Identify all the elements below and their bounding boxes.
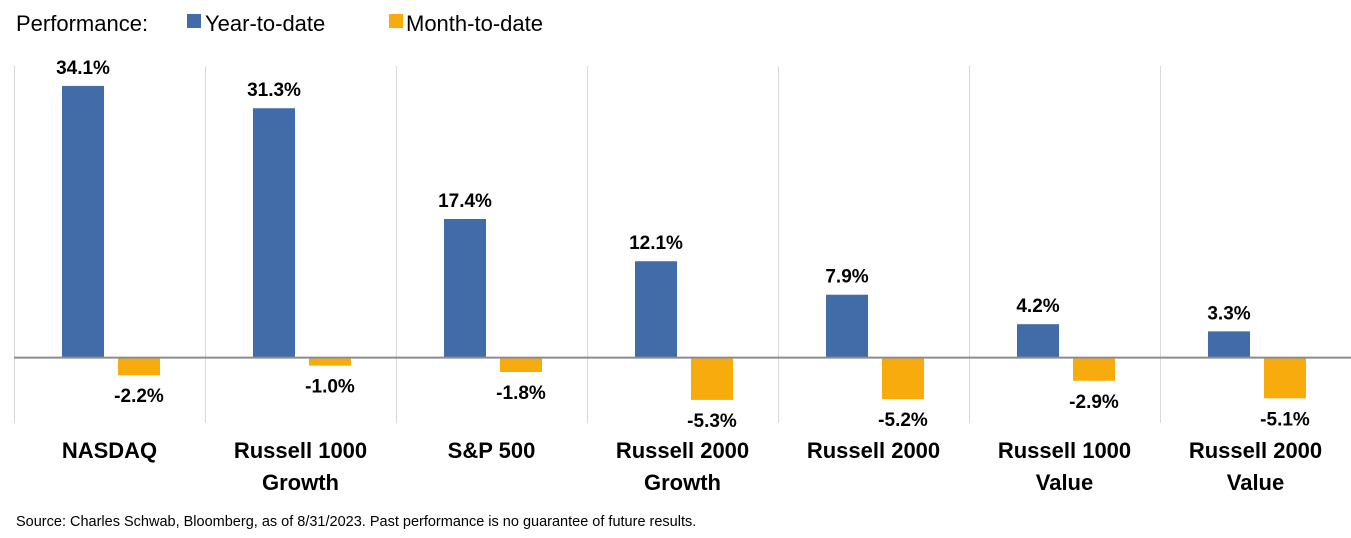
bar-month-to-date-s-p-500	[500, 357, 542, 372]
value-label-year-to-date-russell-2000-value: 3.3%	[1207, 303, 1250, 324]
category-label-russell-1000-value-line-1: Russell 1000	[998, 438, 1131, 463]
value-label-month-to-date-s-p-500: -1.8%	[496, 383, 546, 404]
value-label-year-to-date-russell-2000: 7.9%	[825, 267, 868, 288]
category-label-russell-1000-growth-line-1: Russell 1000	[234, 438, 367, 463]
bar-year-to-date-russell-2000-growth	[635, 261, 677, 358]
category-label-nasdaq: NASDAQ	[62, 438, 157, 463]
category-label-russell-2000-value-line-1: Russell 2000	[1189, 438, 1322, 463]
bar-year-to-date-russell-1000-value	[1017, 324, 1059, 358]
value-label-month-to-date-russell-2000: -5.2%	[878, 410, 928, 431]
legend-label-year-to-date: Year-to-date	[205, 11, 325, 36]
value-label-year-to-date-russell-1000-value: 4.2%	[1016, 296, 1059, 317]
value-label-year-to-date-s-p-500: 17.4%	[438, 191, 492, 212]
value-label-year-to-date-russell-2000-growth: 12.1%	[629, 233, 683, 254]
category-labels: NASDAQ Russell 1000 Growth S&P 500 Russell 2…	[62, 438, 1322, 495]
category-label-russell-2000-growth-line-2: Growth	[644, 470, 721, 495]
bar-month-to-date-nasdaq	[118, 357, 160, 376]
bars	[62, 85, 1306, 400]
value-label-month-to-date-russell-1000-growth: -1.0%	[305, 377, 355, 398]
legend-label-month-to-date: Month-to-date	[406, 11, 543, 36]
value-label-year-to-date-russell-1000-growth: 31.3%	[247, 80, 301, 101]
bar-year-to-date-russell-2000	[826, 294, 868, 358]
bar-month-to-date-russell-2000	[882, 357, 924, 400]
bar-month-to-date-russell-2000-value	[1264, 357, 1306, 399]
bar-month-to-date-russell-1000-growth	[309, 357, 351, 366]
value-label-month-to-date-russell-1000-value: -2.9%	[1069, 392, 1119, 413]
bar-year-to-date-russell-2000-value	[1208, 331, 1250, 358]
source-footnote: Source: Charles Schwab, Bloomberg, as of…	[16, 514, 696, 530]
legend-swatch-year-to-date	[187, 14, 201, 28]
category-label-russell-1000-value-line-2: Value	[1036, 470, 1093, 495]
value-label-month-to-date-nasdaq: -2.2%	[114, 386, 164, 407]
bar-year-to-date-s-p-500	[444, 219, 486, 358]
bar-year-to-date-nasdaq	[62, 85, 104, 358]
category-label-russell-2000-growth-line-1: Russell 2000	[616, 438, 749, 463]
category-label-s-p-500: S&P 500	[448, 438, 536, 463]
legend-swatch-month-to-date	[389, 14, 403, 28]
bar-year-to-date-russell-1000-growth	[253, 108, 295, 358]
chart-title: Performance:	[16, 11, 148, 36]
value-label-month-to-date-russell-2000-value: -5.1%	[1260, 409, 1310, 430]
category-label-russell-2000: Russell 2000	[807, 438, 940, 463]
legend: Performance: Year-to-date Month-to-date	[16, 11, 543, 36]
category-label-russell-1000-growth-line-2: Growth	[262, 470, 339, 495]
value-labels: 34.1% -2.2% 31.3% -1.0% 17.4% -1.8% 12.1% -5.3%…	[56, 58, 1310, 432]
value-label-year-to-date-nasdaq: 34.1%	[56, 58, 110, 79]
grid-lines	[14, 66, 1161, 423]
bar-month-to-date-russell-1000-value	[1073, 357, 1115, 381]
value-label-month-to-date-russell-2000-growth: -5.3%	[687, 411, 737, 432]
category-label-russell-2000-value-line-2: Value	[1227, 470, 1284, 495]
bar-month-to-date-russell-2000-growth	[691, 357, 733, 400]
